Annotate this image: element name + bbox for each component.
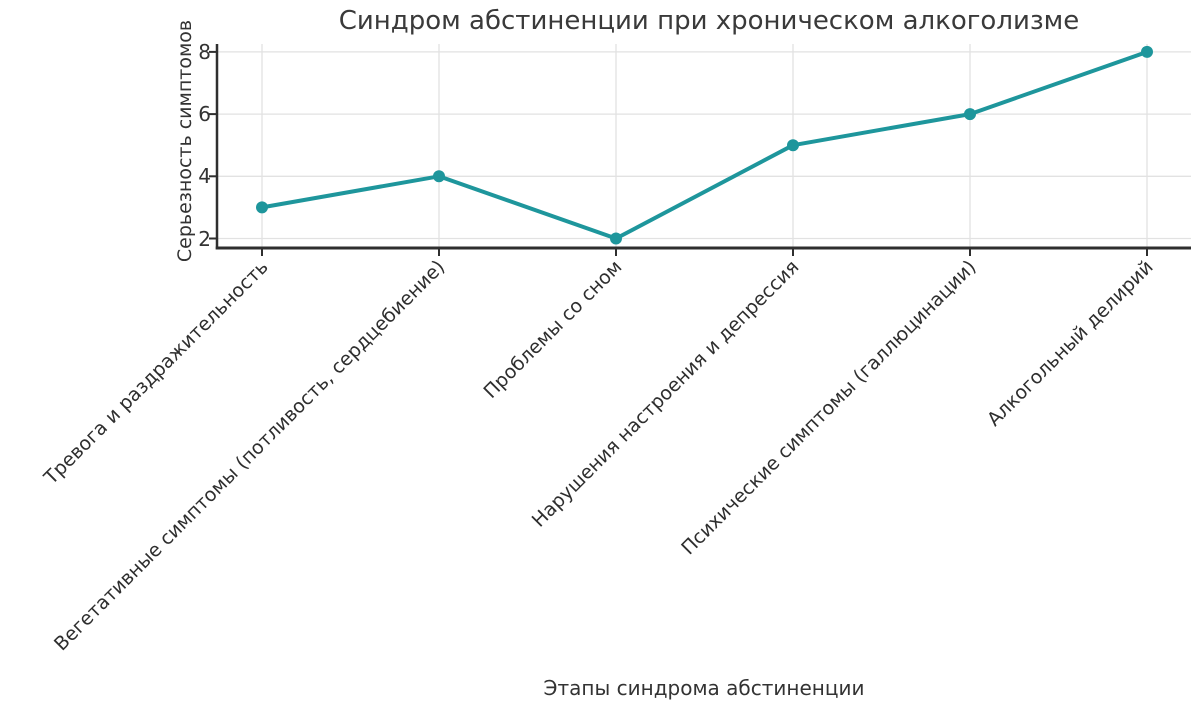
- data-point-marker: [433, 170, 445, 183]
- data-point-marker: [1141, 45, 1153, 58]
- data-point-marker: [787, 139, 799, 152]
- chart-title: Синдром абстиненции при хроническом алко…: [338, 6, 1080, 36]
- y-tick-label: 4: [198, 164, 211, 189]
- y-tick-label: 6: [198, 102, 211, 127]
- data-point-marker: [610, 232, 622, 245]
- data-line: [260, 49, 1149, 241]
- x-axis-label: Этапы синдрома абстиненции: [543, 676, 865, 700]
- data-point-marker: [256, 201, 268, 214]
- y-tick-label: 2: [198, 226, 211, 251]
- data-point-marker: [964, 108, 976, 121]
- y-tick-label: 8: [198, 39, 211, 64]
